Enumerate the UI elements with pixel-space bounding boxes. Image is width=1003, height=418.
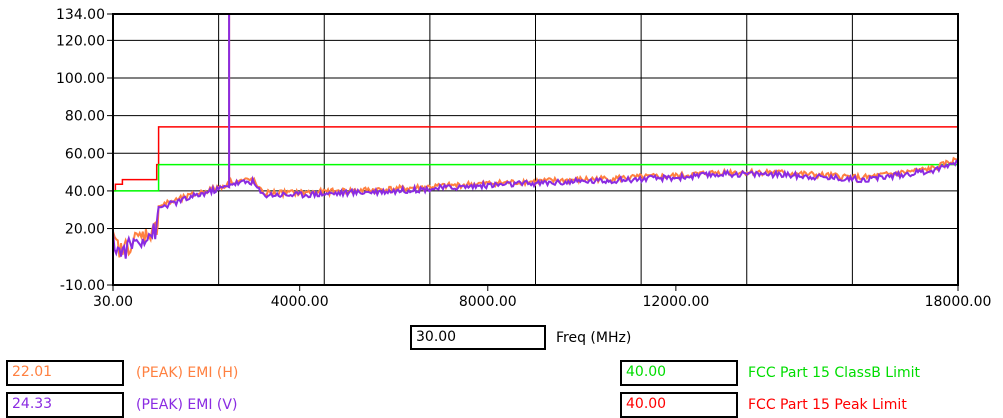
marker-freq-box[interactable]: 30.00: [410, 325, 546, 350]
y-tick-label: 40.00: [65, 184, 105, 200]
y-tick-label: 80.00: [65, 109, 105, 125]
legend-value-emi-h: 22.01: [12, 364, 53, 380]
series-line-1: [113, 163, 958, 192]
x-tick-label: 8000.00: [459, 294, 517, 310]
legend-label-classb-limit: FCC Part 15 ClassB Limit: [748, 365, 920, 381]
y-tick-label: 120.00: [56, 33, 105, 49]
marker-freq-value: 30.00: [416, 329, 457, 345]
legend-value-box-emi-v: 24.33: [6, 392, 124, 418]
series-line-3: [113, 14, 958, 259]
plot-frame: [112, 13, 959, 286]
chart-series: [113, 14, 958, 259]
legend-value-classb-limit: 40.00: [626, 364, 667, 380]
x-axis-label: Freq (MHz): [556, 330, 632, 346]
legend-value-peak-limit: 40.00: [626, 396, 667, 412]
legend-value-box-classb-limit: 40.00: [620, 360, 738, 386]
x-tick-label: 4000.00: [271, 294, 329, 310]
legend-value-box-peak-limit: 40.00: [620, 392, 738, 418]
legend-label-emi-v: (PEAK) EMI (V): [136, 397, 238, 413]
legend-label-emi-h: (PEAK) EMI (H): [136, 365, 239, 381]
grid: [113, 13, 958, 286]
x-tick-label: 18000.00: [925, 294, 992, 310]
y-tick-label: 134.00: [56, 7, 105, 23]
axis-ticks: 134.00 120.00 100.00 80.00 60.00 40.00 20.00 -1…: [56, 7, 991, 310]
x-tick-label: 12000.00: [642, 294, 709, 310]
x-tick-label: 30.00: [93, 294, 133, 310]
y-tick-label: 100.00: [56, 71, 105, 87]
legend-label-peak-limit: FCC Part 15 Peak Limit: [748, 397, 907, 413]
y-tick-label: 60.00: [65, 146, 105, 162]
legend-value-emi-v: 24.33: [12, 396, 53, 412]
series-line-0: [113, 126, 958, 192]
y-tick-label: 20.00: [65, 222, 105, 238]
legend-value-box-emi-h: 22.01: [6, 360, 124, 386]
y-tick-label: -10.00: [60, 278, 105, 294]
